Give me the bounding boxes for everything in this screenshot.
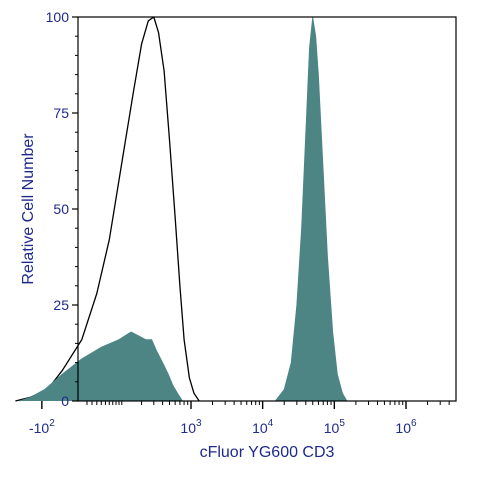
y-tick-label: 75	[53, 105, 69, 121]
x-tick-label: 105	[324, 418, 346, 436]
x-tick-label-base: 10	[180, 420, 196, 436]
histogram-series-2	[19, 331, 183, 402]
x-tick-label: 103	[180, 418, 202, 436]
x-tick-label-base: 10	[395, 420, 411, 436]
x-tick-label-exponent: 4	[268, 418, 274, 429]
x-tick-label-base: 10	[324, 420, 340, 436]
y-tick-label: 0	[61, 393, 69, 409]
x-tick-label-exponent: 6	[411, 418, 417, 429]
y-tick-label: 50	[53, 201, 69, 217]
y-axis-label: Relative Cell Number	[20, 133, 37, 285]
x-tick-label-exponent: 2	[49, 418, 55, 429]
series-layer	[15, 16, 348, 402]
histogram-series-1	[15, 16, 200, 402]
y-tick-label: 25	[53, 297, 69, 313]
x-tick-label: 106	[395, 418, 417, 436]
x-axis-label: cFluor YG600 CD3	[200, 444, 335, 461]
x-tick-label-base: 10	[252, 420, 268, 436]
histogram-series-3	[274, 16, 348, 402]
x-tick-label-exponent: 5	[339, 418, 345, 429]
x-tick-label: -102	[29, 418, 55, 436]
x-tick-label-base: -10	[29, 420, 49, 436]
y-tick-label: 100	[46, 9, 70, 25]
x-tick-label: 104	[252, 418, 274, 436]
x-tick-label-exponent: 3	[196, 418, 202, 429]
